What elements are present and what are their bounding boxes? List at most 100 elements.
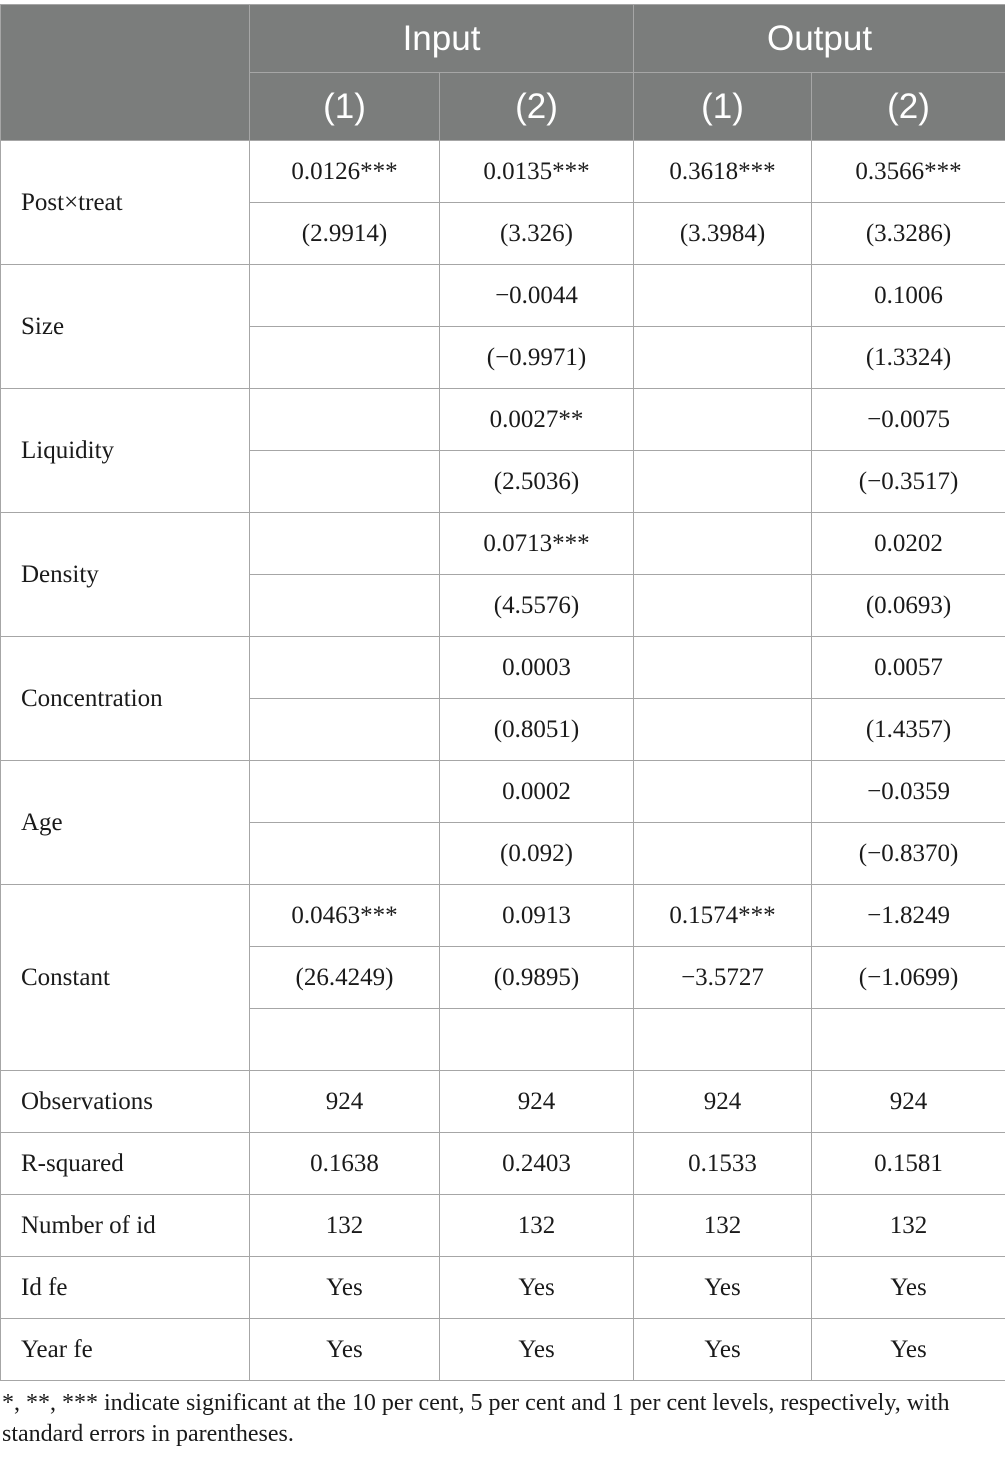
t-stat-cell: (3.3984): [633, 202, 813, 265]
table-row: (26.4249) (0.9895) −3.5727 (−1.0699): [1, 946, 1005, 1009]
header-model: (2): [811, 72, 1005, 141]
summary-value-cell: 0.1581: [811, 1132, 1005, 1195]
coefficient-cell: 0.0027**: [438, 388, 635, 451]
header-group-output: Output: [633, 4, 1005, 73]
coefficient-cell: [249, 512, 440, 575]
summary-value-cell: Yes: [811, 1318, 1005, 1381]
row-label-concentration: Concentration: [0, 636, 250, 761]
t-stat-cell: (2.5036): [438, 450, 635, 513]
t-stat-cell: (1.4357): [811, 698, 1005, 761]
t-stat-cell: (0.092): [438, 822, 635, 885]
table-row: (0.092) (−0.8370): [1, 822, 1005, 885]
summary-value-cell: 132: [438, 1194, 635, 1257]
coefficient-cell: 0.0463***: [249, 884, 440, 947]
header-model: (2): [438, 72, 635, 141]
empty-cell: [633, 1008, 813, 1071]
table-row: Constant 0.0463*** 0.0913 0.1574*** −1.8249: [0, 884, 1005, 1071]
summary-value-cell: Yes: [633, 1256, 813, 1319]
coefficient-cell: [249, 760, 440, 823]
coefficient-cell: 0.0713***: [438, 512, 635, 575]
t-stat-cell: [249, 822, 440, 885]
row-label-liquidity: Liquidity: [0, 388, 250, 513]
table-row: Observations 924 924 924 924: [0, 1070, 1005, 1133]
row-label-size: Size: [0, 264, 250, 389]
coefficient-cell: 0.0126***: [249, 140, 440, 203]
header-model-row: (1) (2) (1) (2): [1, 72, 1005, 141]
summary-value-cell: 0.1638: [249, 1132, 440, 1195]
summary-value-cell: 0.2403: [438, 1132, 635, 1195]
coefficient-cell: 0.0002: [438, 760, 635, 823]
table-row: (2.9914) (3.326) (3.3984) (3.3286): [1, 202, 1005, 265]
t-stat-cell: (−0.9971): [438, 326, 635, 389]
summary-value-cell: 924: [249, 1070, 440, 1133]
row-label-density: Density: [0, 512, 250, 637]
t-stat-cell: [633, 698, 813, 761]
coefficient-cell: 0.0202: [811, 512, 1005, 575]
t-stat-cell: (−0.3517): [811, 450, 1005, 513]
header-group-input: Input: [248, 4, 635, 73]
summary-value-cell: Yes: [249, 1318, 440, 1381]
coefficient-cell: [633, 636, 813, 699]
coefficient-cell: [249, 636, 440, 699]
t-stat-cell: −3.5727: [633, 946, 813, 1009]
summary-value-cell: 132: [633, 1194, 813, 1257]
table-footnote: *, **, *** indicate significant at the 1…: [2, 1390, 950, 1447]
coefficient-cell: [249, 388, 440, 451]
table-row: Concentration 0.0003 0.0057: [0, 636, 1005, 761]
t-stat-cell: [633, 574, 813, 637]
table-row: [1, 1008, 1005, 1071]
table-row: R-squared 0.1638 0.2403 0.1533 0.1581: [0, 1132, 1005, 1195]
table-header: Input Output (1) (2) (1) (2): [0, 4, 1005, 141]
coefficient-cell: 0.1574***: [633, 884, 813, 947]
row-label-post-treat: Post×treat: [0, 140, 250, 265]
t-stat-cell: (0.0693): [811, 574, 1005, 637]
t-stat-cell: (1.3324): [811, 326, 1005, 389]
summary-value-cell: Yes: [438, 1318, 635, 1381]
t-stat-cell: (0.8051): [438, 698, 635, 761]
coefficient-cell: 0.3618***: [633, 140, 813, 203]
table-row: (0.8051) (1.4357): [1, 698, 1005, 761]
table-row: Number of id 132 132 132 132: [0, 1194, 1005, 1257]
table-row: Liquidity 0.0027** −0.0075: [0, 388, 1005, 513]
coefficient-cell: 0.0003: [438, 636, 635, 699]
row-label-constant: Constant: [0, 884, 250, 1071]
coefficient-cell: 0.1006: [811, 264, 1005, 327]
table-row: Post×treat 0.0126*** 0.0135*** 0.3618*** 0.3…: [0, 140, 1005, 265]
row-label-number-of-id: Number of id: [0, 1194, 250, 1257]
summary-value-cell: 132: [811, 1194, 1005, 1257]
summary-value-cell: 0.1533: [633, 1132, 813, 1195]
coefficient-cell: 0.0057: [811, 636, 1005, 699]
t-stat-cell: (2.9914): [249, 202, 440, 265]
header-model: (1): [249, 72, 440, 141]
summary-value-cell: 924: [633, 1070, 813, 1133]
row-label-id-fe: Id fe: [0, 1256, 250, 1319]
t-stat-cell: (3.326): [438, 202, 635, 265]
summary-value-cell: Yes: [438, 1256, 635, 1319]
table-row: (4.5576) (0.0693): [1, 574, 1005, 637]
summary-value-cell: 924: [438, 1070, 635, 1133]
coefficient-cell: 0.3566***: [811, 140, 1005, 203]
coefficient-cell: [633, 512, 813, 575]
header-group-row: Input Output: [0, 4, 1005, 141]
row-label-year-fe: Year fe: [0, 1318, 250, 1381]
summary-value-cell: Yes: [249, 1256, 440, 1319]
table-row: Age 0.0002 −0.0359: [0, 760, 1005, 885]
row-label-observations: Observations: [0, 1070, 250, 1133]
header-model: (1): [633, 72, 813, 141]
t-stat-cell: (4.5576): [438, 574, 635, 637]
regression-table: Input Output (1) (2) (1) (2) Post×treat 0…: [0, 4, 1005, 1381]
table-row: Year fe Yes Yes Yes Yes: [0, 1318, 1005, 1381]
t-stat-cell: (26.4249): [249, 946, 440, 1009]
t-stat-cell: [633, 450, 813, 513]
summary-value-cell: Yes: [633, 1318, 813, 1381]
summary-value-cell: 924: [811, 1070, 1005, 1133]
table-row: Size −0.0044 0.1006: [0, 264, 1005, 389]
t-stat-cell: (−1.0699): [811, 946, 1005, 1009]
table-row: Density 0.0713*** 0.0202: [0, 512, 1005, 637]
t-stat-cell: [633, 822, 813, 885]
coefficient-cell: −0.0044: [438, 264, 635, 327]
summary-value-cell: 132: [249, 1194, 440, 1257]
empty-cell: [438, 1008, 635, 1071]
coefficient-cell: [633, 264, 813, 327]
row-label-age: Age: [0, 760, 250, 885]
